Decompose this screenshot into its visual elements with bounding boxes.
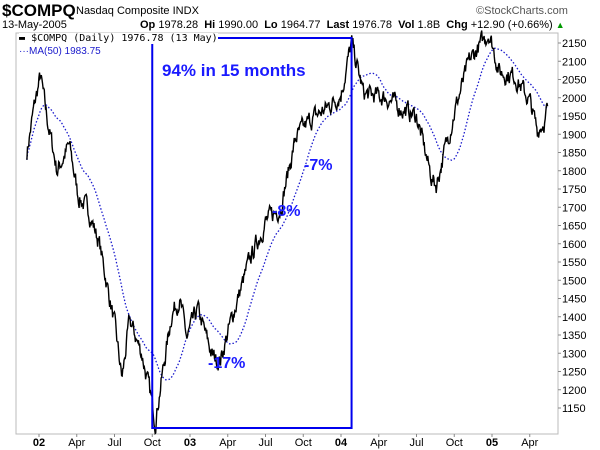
- x-tick-label: Jul: [258, 437, 272, 449]
- y-tick-label: 1400: [562, 312, 586, 324]
- lo-label: Lo: [264, 19, 278, 31]
- y-tick-label: 1450: [562, 294, 586, 306]
- y-tick-label: 2100: [562, 56, 586, 68]
- annotation-pullback-3: -7%: [304, 157, 333, 174]
- price-line: [26, 30, 549, 436]
- date: 13-May-2005: [2, 19, 67, 31]
- annotation-pullback-1: -17%: [208, 355, 246, 372]
- legend-price-swatch: ▬: [19, 33, 26, 44]
- hi-value: 1990.00: [218, 19, 259, 31]
- symbol: $COMPQ: [2, 1, 76, 20]
- brand: ©StockCharts.com: [476, 5, 568, 17]
- up-arrow-icon: ▲: [555, 20, 565, 30]
- y-tick-label: 1300: [562, 348, 586, 360]
- y-tick-label: 1650: [562, 221, 586, 233]
- legend-ma: ···MA(50) 1983.75: [19, 46, 101, 57]
- op-value: 1978.28: [158, 19, 199, 31]
- last-label: Last: [326, 19, 350, 31]
- y-tick-label: 1700: [562, 202, 586, 214]
- x-tick-label: 02: [33, 437, 45, 449]
- y-tick-label: 1950: [562, 111, 586, 123]
- vol-value: 1.8B: [417, 19, 441, 31]
- quote-bar: Op 1978.28 Hi 1990.00 Lo 1964.77 Last 19…: [140, 19, 565, 31]
- y-tick-label: 1500: [562, 275, 586, 287]
- y-tick-label: 1200: [562, 385, 586, 397]
- legend-price: ▬ $COMPQ (Daily) 1976.78 (13 May): [19, 33, 218, 44]
- x-tick-label: Apr: [521, 437, 538, 449]
- y-tick-label: 1250: [562, 367, 586, 379]
- annotation-pullback-2: -8%: [272, 203, 301, 220]
- hi-label: Hi: [204, 19, 216, 31]
- y-tick-label: 1600: [562, 239, 586, 251]
- x-tick-label: Oct: [144, 437, 161, 449]
- ma-line: [26, 47, 548, 381]
- y-tick-label: 1800: [562, 166, 586, 178]
- annotation-box-label: 94% in 15 months: [162, 61, 306, 80]
- legend-price-text: $COMPQ (Daily) 1976.78 (13 May): [31, 33, 218, 44]
- x-tick-label: Apr: [370, 437, 387, 449]
- last-value: 1976.78: [352, 19, 393, 31]
- exchange: INDX: [172, 5, 199, 17]
- y-tick-label: 1750: [562, 184, 586, 196]
- y-tick-label: 1850: [562, 148, 586, 160]
- y-tick-label: 1550: [562, 257, 586, 269]
- x-tick-label: 03: [184, 437, 196, 449]
- legend-ma-swatch: ···: [19, 46, 29, 57]
- plot-area: [15, 32, 559, 435]
- x-tick-label: Apr: [219, 437, 236, 449]
- index-name-text: Nasdaq Composite: [76, 5, 170, 17]
- x-tick-label: Oct: [295, 437, 312, 449]
- chg-value: +12.90 (+0.66%): [470, 19, 553, 31]
- y-tick-label: 2050: [562, 75, 586, 87]
- legend-ma-text: MA(50) 1983.75: [29, 46, 101, 57]
- x-tick-label: 05: [486, 437, 498, 449]
- y-tick-label: 1350: [562, 330, 586, 342]
- x-tick-label: 04: [335, 437, 348, 449]
- x-tick-label: Apr: [68, 437, 85, 449]
- op-label: Op: [140, 19, 156, 31]
- x-tick-label: Oct: [446, 437, 463, 449]
- x-tick-label: Jul: [107, 437, 121, 449]
- y-tick-label: 1900: [562, 129, 586, 141]
- index-name: Nasdaq Composite INDX: [76, 5, 199, 17]
- y-tick-label: 2150: [562, 38, 586, 50]
- annotation-box: [151, 37, 353, 429]
- x-tick-label: Jul: [409, 437, 423, 449]
- y-tick-label: 2000: [562, 93, 586, 105]
- lo-value: 1964.77: [280, 19, 321, 31]
- y-tick-label: 1150: [562, 403, 586, 415]
- vol-label: Vol: [398, 19, 415, 31]
- chg-label: Chg: [446, 19, 468, 31]
